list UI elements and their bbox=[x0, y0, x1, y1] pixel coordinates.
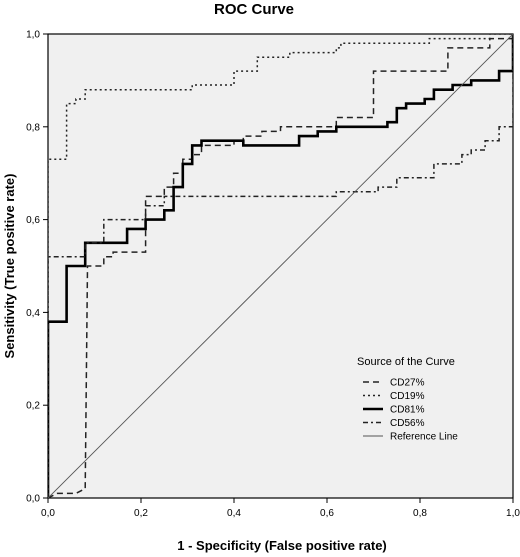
series-line-reference-line bbox=[48, 34, 513, 498]
x-tick-label: 1,0 bbox=[506, 508, 520, 519]
y-tick-label: 0,2 bbox=[26, 401, 40, 412]
legend-title: Source of the Curve bbox=[357, 356, 455, 368]
legend-label: CD81% bbox=[390, 405, 425, 416]
legend-label: Reference Line bbox=[390, 432, 458, 443]
x-tick-label: 0,0 bbox=[41, 508, 55, 519]
x-tick-label: 0,8 bbox=[413, 508, 427, 519]
series-line-cd27 bbox=[48, 34, 513, 498]
legend-label: CD19% bbox=[390, 391, 425, 402]
y-axis-label: Sensitivity (True positive rate) bbox=[2, 174, 17, 359]
series-line-cd81 bbox=[48, 34, 513, 498]
y-tick-label: 1,0 bbox=[26, 30, 40, 41]
x-axis-label: 1 - Specificity (False positive rate) bbox=[177, 538, 387, 553]
chart-title: ROC Curve bbox=[214, 1, 294, 18]
series-line-cd19 bbox=[48, 34, 513, 498]
y-tick-label: 0,4 bbox=[26, 308, 40, 319]
series-layer bbox=[48, 34, 513, 498]
y-tick-label: 0,0 bbox=[26, 494, 40, 505]
y-tick-label: 0,8 bbox=[26, 122, 40, 133]
x-tick-label: 0,2 bbox=[134, 508, 148, 519]
y-axis-ticks: 0,0 0,2 0,4 0,6 0,8 1,0 bbox=[26, 30, 48, 505]
legend: Source of the Curve CD27% CD19% CD81% CD56%… bbox=[357, 356, 458, 443]
legend-label: CD27% bbox=[390, 378, 425, 389]
x-tick-label: 0,6 bbox=[320, 508, 334, 519]
x-tick-label: 0,4 bbox=[227, 508, 241, 519]
series-line-cd56 bbox=[48, 34, 513, 498]
x-axis-ticks: 0,0 0,2 0,4 0,6 0,8 1,0 bbox=[41, 498, 520, 519]
y-tick-label: 0,6 bbox=[26, 215, 40, 226]
legend-label: CD56% bbox=[390, 418, 425, 429]
